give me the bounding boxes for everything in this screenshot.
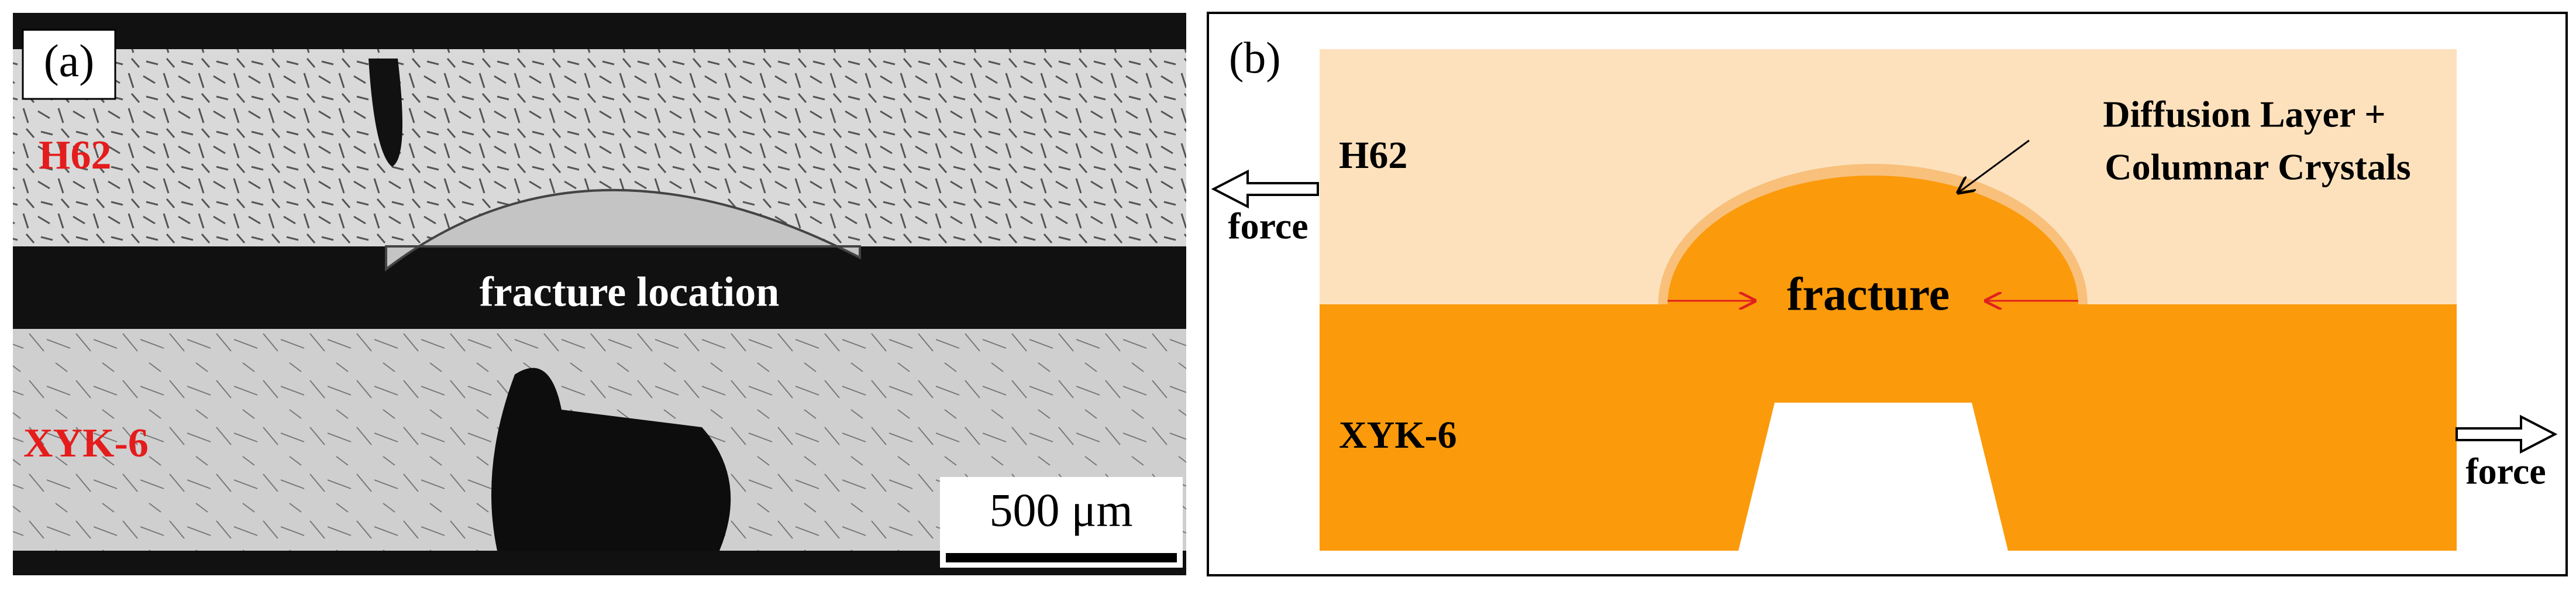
material-label: H62 [39,133,111,178]
note: Columnar Crystals [2105,146,2410,188]
force-label: force [2465,451,2546,492]
scale-bar-label: 500 μm [989,485,1132,536]
panel-b: (b) H62 XYK-6 fracture Diffusion Layer +… [1207,12,2568,576]
panel-label: (b) [1229,33,1281,83]
material-label: XYK-6 [23,421,149,466]
note: Diffusion Layer + [2103,94,2385,135]
panel-a: (a) H62 XYK-6 fracture location 500 μm [13,13,1186,575]
force-label: force [1228,205,1308,247]
scale-bar [946,553,1177,562]
panel-label: (a) [44,35,95,86]
annotation: fracture location [480,269,780,315]
nugget [1668,176,2078,304]
dark-region [491,368,731,551]
force-arrow [2456,414,2558,454]
weld-nugget [385,188,861,272]
void [369,59,402,167]
label-box [22,29,116,100]
fracture-label: fracture [1787,269,1950,320]
force-arrow [1211,169,1319,209]
material-label: H62 [1339,134,1407,177]
scale-box [940,477,1183,568]
leader-line [1958,139,2030,193]
material-label: XYK-6 [1339,414,1457,456]
xyk6-layer [1320,304,2457,551]
